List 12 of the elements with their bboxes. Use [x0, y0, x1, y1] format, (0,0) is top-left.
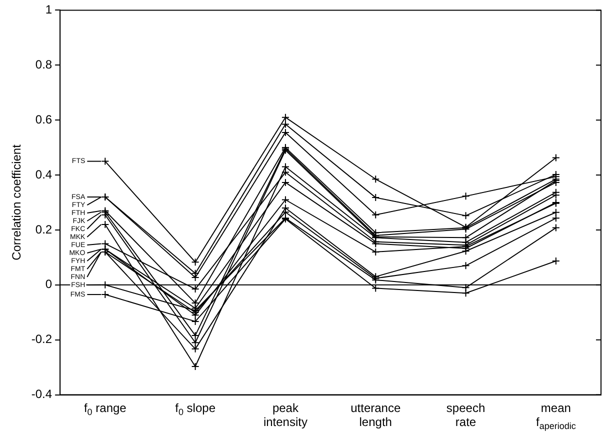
y-tick-label: -0.4 — [31, 387, 52, 402]
y-tick-label: 0.8 — [35, 57, 52, 72]
y-tick-label: -0.2 — [31, 332, 52, 346]
y-tick-label: 0.4 — [35, 167, 52, 182]
x-tick-label: speech rate — [446, 401, 486, 430]
y-tick-label: 0.2 — [35, 222, 52, 236]
x-tick-label: utterance length — [350, 401, 401, 430]
y-tick-label: 1 — [45, 2, 52, 17]
y-tick-label: 0 — [45, 277, 52, 292]
x-tick-label: peak intensity — [263, 401, 308, 430]
y-tick-label: 0.6 — [35, 112, 52, 126]
y-axis-title: Correlation coefficient — [10, 144, 24, 260]
